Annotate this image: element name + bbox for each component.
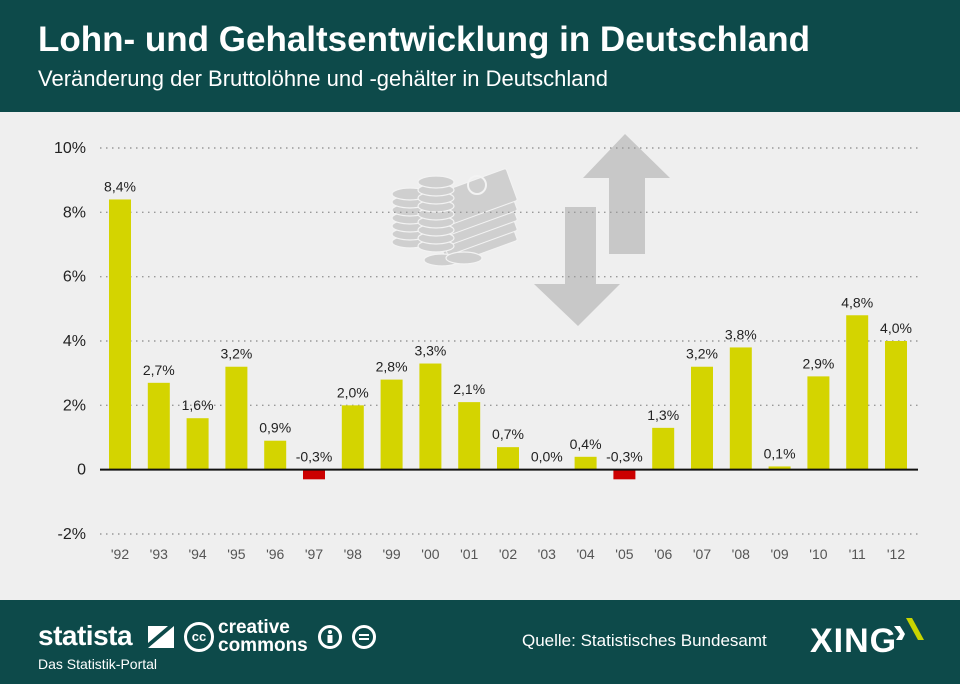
x-tick-label: '95	[227, 546, 245, 562]
x-tick-label: '94	[188, 546, 206, 562]
x-tick-label: '96	[266, 546, 284, 562]
x-tick-label: '03	[538, 546, 556, 562]
data-label: 3,8%	[725, 326, 757, 342]
x-tick-label: '12	[887, 546, 905, 562]
bar	[497, 447, 519, 470]
bar	[225, 366, 248, 470]
data-label: 0,4%	[570, 436, 602, 452]
x-tick-label: '11	[849, 546, 866, 562]
data-label: 0,0%	[531, 449, 563, 465]
x-axis: '92 '93 '94 '95 '96 '97 '98 '99 '00 '01 '02 '03 '04 '…	[111, 546, 905, 562]
bar	[419, 363, 442, 470]
decoration	[391, 134, 670, 326]
source-note: Quelle: Statistisches Bundesamt	[522, 631, 767, 650]
chart-bars: 8,4% 2,7% 1,6% 3,2% 0,9% -0,3% 2,0% 2,8% 3,3% 2,1…	[104, 178, 912, 480]
bar	[652, 427, 675, 470]
bar	[768, 466, 791, 470]
bar	[380, 379, 403, 470]
data-label: 2,0%	[337, 384, 369, 400]
bar	[846, 315, 869, 470]
attribution-icon	[318, 625, 342, 649]
data-label: 4,8%	[841, 294, 873, 310]
y-tick-label: 4%	[63, 333, 86, 350]
data-label: 4,0%	[880, 320, 912, 336]
data-label: 3,2%	[220, 346, 252, 362]
no-derivatives-icon	[352, 625, 376, 649]
data-label: 2,9%	[802, 355, 834, 371]
x-tick-label: '97	[305, 546, 323, 562]
creative-commons-icon[interactable]: cc	[184, 622, 214, 652]
data-label: 0,9%	[259, 420, 291, 436]
bar	[264, 440, 287, 470]
statista-icon	[148, 626, 174, 648]
arrow-down-icon	[534, 207, 620, 326]
data-label: -0,3%	[606, 449, 643, 465]
x-tick-label: '92	[111, 546, 129, 562]
data-label: 3,2%	[686, 346, 718, 362]
x-tick-label: '98	[344, 546, 362, 562]
x-tick-label: '05	[615, 546, 633, 562]
x-tick-label: '08	[732, 546, 750, 562]
chart-grid	[100, 147, 918, 535]
chart-area: 10% 8% 6% 4% 2% 0 -2% 8,4% 2,7% 1,6% 3,2% 0,9% -0,3…	[0, 112, 960, 600]
data-label: 3,3%	[414, 343, 446, 359]
statista-logo[interactable]: statista	[38, 620, 133, 651]
data-label: 0,7%	[492, 426, 524, 442]
y-axis: 10% 8% 6% 4% 2% 0 -2%	[54, 140, 86, 543]
xing-icon	[894, 618, 924, 640]
y-tick-label: 2%	[63, 397, 86, 414]
x-tick-label: '99	[382, 546, 400, 562]
data-label: 0,1%	[764, 445, 796, 461]
data-label: 1,6%	[182, 397, 214, 413]
page-subtitle: Veränderung der Bruttolöhne und -gehälte…	[38, 66, 608, 91]
x-tick-label: '10	[809, 546, 827, 562]
bar	[303, 469, 325, 480]
bar	[574, 456, 597, 470]
bar	[341, 405, 364, 470]
data-label: 2,1%	[453, 381, 485, 397]
x-tick-label: '00	[421, 546, 439, 562]
money-icon	[391, 168, 518, 267]
bar	[147, 382, 170, 470]
x-tick-label: '09	[770, 546, 788, 562]
statista-tagline: Das Statistik-Portal	[38, 656, 158, 672]
y-tick-label: 0	[77, 462, 86, 479]
cc-label-commons: commons	[218, 635, 308, 656]
y-tick-label: 6%	[63, 269, 86, 286]
data-label: 1,3%	[647, 407, 679, 423]
y-tick-label: -2%	[58, 526, 86, 543]
arrow-up-icon	[583, 134, 670, 254]
bar	[186, 418, 209, 470]
bar	[613, 469, 636, 480]
bar	[807, 376, 830, 470]
bar	[109, 199, 131, 470]
x-tick-label: '04	[576, 546, 594, 562]
bar	[691, 366, 713, 470]
data-label: 2,7%	[143, 362, 175, 378]
header: Lohn- und Gehaltsentwicklung in Deutschl…	[0, 0, 960, 112]
bar	[729, 347, 752, 470]
x-tick-label: '02	[499, 546, 517, 562]
data-label: 2,8%	[376, 359, 408, 375]
y-tick-label: 10%	[54, 140, 86, 157]
xing-logo[interactable]: XING	[810, 622, 898, 660]
x-tick-label: '93	[150, 546, 168, 562]
x-tick-label: '07	[693, 546, 711, 562]
x-tick-label: '06	[654, 546, 672, 562]
bar	[458, 402, 481, 470]
bar-chart: 10% 8% 6% 4% 2% 0 -2% 8,4% 2,7% 1,6% 3,2% 0,9% -0,3…	[54, 134, 918, 562]
y-tick-label: 8%	[63, 204, 86, 221]
cc-label-creative: creative	[218, 617, 290, 638]
data-label: 8,4%	[104, 178, 136, 194]
page-title: Lohn- und Gehaltsentwicklung in Deutschl…	[38, 20, 810, 59]
x-tick-label: '01	[460, 546, 478, 562]
data-label: -0,3%	[296, 449, 333, 465]
bar	[885, 341, 907, 470]
footer: statista Das Statistik-Portal cc creativ…	[0, 600, 960, 684]
